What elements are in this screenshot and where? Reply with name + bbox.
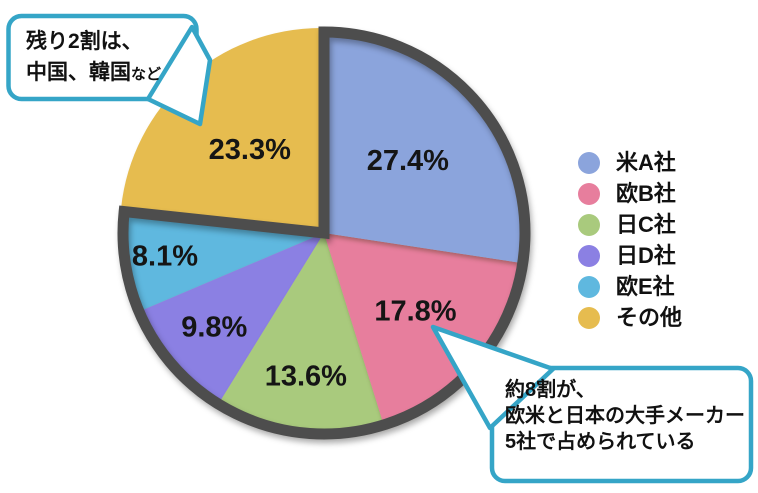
legend-item-日D社: 日D社 <box>578 240 682 271</box>
callout-remainder-text: 残り2割は、 中国、韓国など <box>26 26 161 90</box>
legend-label-その他: その他 <box>616 304 683 330</box>
callout-remainder-line2-suffix: など <box>131 66 162 83</box>
legend-marker-日C社 <box>578 213 600 236</box>
pie-slice-欧E社 <box>123 211 324 312</box>
pie-slice-日C社 <box>218 233 384 435</box>
legend-label-日C社: 日C社 <box>616 211 676 237</box>
pie-slice-value-欧B社: 17.8% <box>374 296 456 328</box>
pie-slice-value-日D社: 9.8% <box>181 311 247 343</box>
legend-label-日D社: 日D社 <box>616 242 676 268</box>
legend-label-欧E社: 欧E社 <box>616 273 675 299</box>
legend-item-日C社: 日C社 <box>578 209 682 240</box>
pie-slices <box>121 28 526 435</box>
pie-slice-value-欧E社: 8.1% <box>132 241 198 273</box>
legend-label-欧B社: 欧B社 <box>616 180 676 206</box>
percent-labels: 27.4% 17.8% 13.6% 9.8% 8.1% 23.3% <box>132 134 457 393</box>
callout-remainder-tail <box>145 24 213 127</box>
pie-slice-value-その他: 23.3% <box>209 134 291 166</box>
callout-majority-tail <box>430 324 556 431</box>
legend-marker-その他 <box>578 306 600 329</box>
legend-marker-米A社 <box>578 151 600 174</box>
legend-item-欧B社: 欧B社 <box>578 178 682 209</box>
pie-slice-value-日C社: 13.6% <box>265 361 347 393</box>
callout-remainder-bubble <box>6 13 213 127</box>
pie-slice-その他 <box>121 28 322 229</box>
callout-majority-line2: 欧米と日本の大手メーカー <box>505 405 745 427</box>
legend: 米A社欧B社日C社日D社欧E社その他 <box>578 147 682 333</box>
pie-slice-欧B社 <box>324 233 523 425</box>
callout-majority-line3: 5社で占められている <box>505 431 696 453</box>
legend-marker-日D社 <box>578 244 600 267</box>
legend-item-その他: その他 <box>578 302 682 333</box>
callout-remainder-line2: 中国、韓国など <box>26 61 162 84</box>
callout-majority-text: 約8割が、 欧米と日本の大手メーカー 5社で占められている <box>505 377 745 455</box>
legend-marker-欧E社 <box>578 275 600 298</box>
group-outline <box>117 26 531 440</box>
pie-slice-米A社 <box>324 32 526 264</box>
callout-majority-bubble <box>430 324 754 484</box>
legend-item-欧E社: 欧E社 <box>578 271 682 302</box>
legend-label-米A社: 米A社 <box>616 149 676 175</box>
callout-remainder-line1: 残り2割は、 <box>26 30 143 53</box>
legend-marker-欧B社 <box>578 182 600 205</box>
callout-majority-line1: 約8割が、 <box>505 379 596 401</box>
legend-item-米A社: 米A社 <box>578 147 682 178</box>
pie-slice-value-米A社: 27.4% <box>367 145 449 177</box>
pie-slice-日D社 <box>139 233 324 405</box>
